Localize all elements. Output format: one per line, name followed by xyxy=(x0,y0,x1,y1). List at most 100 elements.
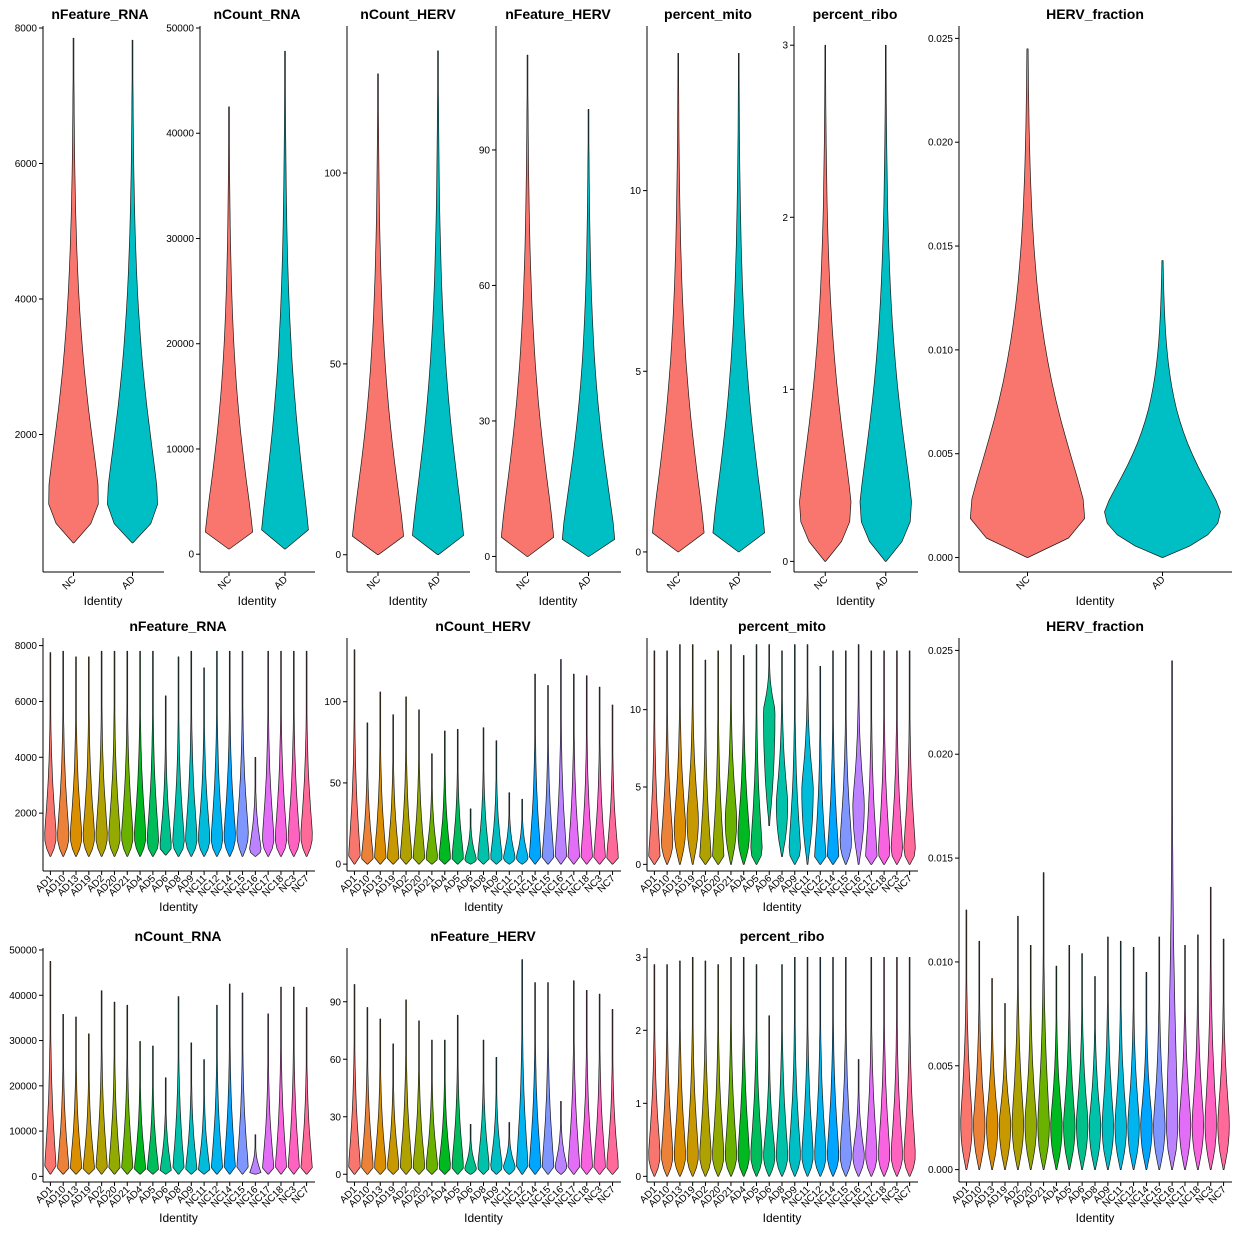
violin-AD10 xyxy=(661,650,674,865)
violin-AD10 xyxy=(661,964,674,1177)
y-tick-label: 4000 xyxy=(15,753,38,764)
violin-AD9 xyxy=(1101,936,1114,1170)
violin-AD6 xyxy=(159,1077,172,1175)
violin-NC14 xyxy=(528,982,542,1175)
violin-NC12 xyxy=(814,665,827,865)
panel-top-nCount_RNA: nCount_RNA 0 10000 20000 30000 40000 50000 NC AD… xyxy=(166,6,315,608)
violin-AD xyxy=(561,108,616,557)
violin-AD5 xyxy=(451,1014,464,1175)
violin-AD8 xyxy=(477,1039,490,1175)
x-tick-label: NC xyxy=(1015,574,1033,592)
x-tick-label: AD xyxy=(873,574,891,592)
violin-AD13 xyxy=(374,691,387,865)
y-tick-label: 20000 xyxy=(9,1081,37,1092)
y-tick-label: 0.015 xyxy=(928,854,953,865)
violin-AD2 xyxy=(399,696,413,865)
violin-NC3 xyxy=(890,650,903,865)
violin-NC3 xyxy=(287,986,300,1175)
violin-AD8 xyxy=(776,964,788,1177)
y-tick-label: 8000 xyxy=(15,641,38,652)
violin-AD8 xyxy=(775,650,789,857)
violin-NC15 xyxy=(236,650,249,857)
violin-NC7 xyxy=(300,1007,313,1175)
y-tick-label: 0.005 xyxy=(928,449,953,460)
violin-NC11 xyxy=(198,667,211,857)
y-tick-label: 3 xyxy=(635,953,641,964)
violin-NC14 xyxy=(827,956,840,1177)
violin-NC18 xyxy=(580,675,593,865)
violin-NC15 xyxy=(1153,936,1166,1170)
violin-AD21 xyxy=(121,650,134,857)
violin-NC3 xyxy=(890,956,903,1177)
panel-top-HERV_fraction: HERV_fraction 0.000 0.005 0.010 0.015 0.020 0.… xyxy=(928,6,1232,608)
violin-AD20 xyxy=(413,1020,425,1175)
violin-NC18 xyxy=(878,956,891,1177)
violin-AD6 xyxy=(763,1015,776,1177)
violin-NC17 xyxy=(865,650,878,865)
violin-AD5 xyxy=(146,1045,159,1175)
y-tick-label: 0.005 xyxy=(928,1061,953,1072)
x-axis-label: Identity xyxy=(763,1211,802,1225)
x-tick-label: AD xyxy=(426,574,444,592)
y-tick-label: 0 xyxy=(335,1170,341,1181)
violin-NC3 xyxy=(287,650,300,857)
violin-NC xyxy=(352,73,404,556)
violin-AD21 xyxy=(1037,872,1050,1170)
violin-AD9 xyxy=(185,650,198,857)
y-tick-label: 100 xyxy=(324,169,341,180)
violin-AD xyxy=(412,50,464,556)
violin-AD20 xyxy=(108,1001,121,1175)
violin-AD10 xyxy=(57,1013,70,1175)
x-tick-label: AD xyxy=(726,574,744,592)
panel-mid-nCount_HERV: nCount_HERV050100AD1AD10AD13AD19AD2AD20A… xyxy=(324,618,621,914)
violin-NC xyxy=(799,44,852,562)
violin-AD2 xyxy=(399,999,413,1175)
y-tick-label: 6000 xyxy=(15,697,38,708)
violin-NC16 xyxy=(852,644,865,865)
violin-NC xyxy=(500,54,555,557)
violin-NC15 xyxy=(839,650,852,865)
violin-NC14 xyxy=(223,650,236,857)
x-tick-label: AD xyxy=(1150,574,1168,592)
panel-title: nCount_HERV xyxy=(435,618,531,634)
violin-NC xyxy=(969,48,1086,558)
violin-AD4 xyxy=(737,956,750,1177)
violin-AD1 xyxy=(960,909,973,1170)
violin-NC16 xyxy=(554,659,568,865)
y-tick-label: 50000 xyxy=(9,946,37,957)
x-axis-label: Identity xyxy=(689,594,728,608)
panel-top-percent_mito: percent_mito 0 5 10 NC AD Identity xyxy=(630,6,771,608)
panel-top-nFeature_HERV: nFeature_HERV 0 30 60 90 NC AD Identity xyxy=(479,6,621,608)
violin-AD4 xyxy=(438,1039,451,1175)
violin-NC7 xyxy=(606,1009,619,1175)
panel-top-nFeature_RNA: nFeature_RNA 2000 4000 6000 8000 NC AD Identity xyxy=(15,6,164,608)
violin-NC17 xyxy=(262,1013,275,1175)
y-tick-label: 1 xyxy=(782,385,788,396)
violin-NC xyxy=(204,106,254,550)
y-tick-label: 4000 xyxy=(15,295,38,306)
panel-title: nFeature_RNA xyxy=(51,6,148,22)
y-tick-label: 0.000 xyxy=(928,553,953,564)
y-tick-label: 20000 xyxy=(166,339,194,350)
y-tick-label: 0 xyxy=(335,860,341,871)
panel-title: percent_mito xyxy=(738,618,826,634)
x-tick-label: AD xyxy=(273,574,291,592)
violin-AD6 xyxy=(763,644,776,827)
violin-AD1 xyxy=(648,964,661,1177)
y-tick-label: 10 xyxy=(630,186,642,197)
panel-bot-percent_ribo: percent_ribo0123AD1AD10AD13AD19AD2AD20AD… xyxy=(635,928,918,1225)
violin-AD20 xyxy=(712,964,725,1177)
violin-NC14 xyxy=(528,673,542,865)
y-tick-label: 90 xyxy=(330,997,342,1008)
y-tick-label: 100 xyxy=(324,697,341,708)
violin-AD4 xyxy=(1050,965,1063,1170)
violin-NC17 xyxy=(262,650,275,857)
violin-AD4 xyxy=(134,650,147,857)
x-axis-label: Identity xyxy=(1076,1211,1115,1225)
violin-AD9 xyxy=(490,740,503,865)
violin-AD6 xyxy=(159,695,172,856)
violin-NC16 xyxy=(249,1134,262,1175)
y-tick-label: 0.020 xyxy=(928,750,953,761)
violin-NC7 xyxy=(903,650,916,865)
